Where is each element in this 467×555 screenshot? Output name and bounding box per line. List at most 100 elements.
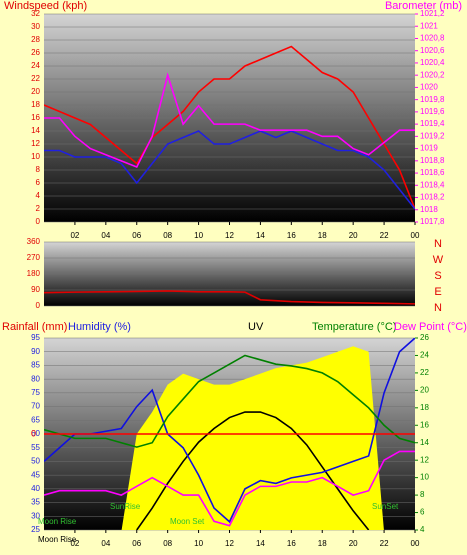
title: Dew Point (°C) (394, 321, 467, 333)
x-tick-label: 10 (194, 231, 203, 240)
area (121, 346, 384, 530)
y-tick-label: 4 (36, 191, 41, 200)
y2-tick-label: 12 (420, 455, 429, 464)
y-tick-label: 45 (31, 470, 40, 479)
y2-tick-label: 1017,8 (420, 217, 445, 226)
x-tick-label: 00 (411, 231, 420, 240)
x-tick-label: 08 (163, 539, 172, 548)
y-tick-label: 360 (27, 237, 41, 246)
line (44, 290, 415, 305)
y2-tick-label: 1020,2 (420, 70, 445, 79)
y-tick-label: 70 (31, 402, 40, 411)
x-tick-label: 00 (411, 539, 420, 548)
compass-label: S (434, 270, 441, 282)
y2-tick-label: 20 (420, 385, 429, 394)
x-tick-label: 18 (318, 539, 327, 548)
annotation: Moon Set (170, 517, 205, 526)
x-tick-label: 02 (70, 539, 79, 548)
x-tick-label: 16 (287, 231, 296, 240)
y-tick-label: 35 (31, 498, 40, 507)
y3-tick-label: 0 (31, 428, 36, 438)
y-tick-label: 0 (36, 217, 41, 226)
y2-tick-label: 1019,2 (420, 131, 445, 140)
line (44, 338, 415, 524)
annotation: SunRise (110, 502, 141, 511)
y-tick-label: 270 (27, 253, 41, 262)
y2-tick-label: 1019,6 (420, 107, 445, 116)
y2-tick-label: 1018,4 (420, 180, 445, 189)
title: Barometer (mb) (385, 0, 462, 12)
x-tick-label: 12 (225, 231, 234, 240)
y-tick-label: 10 (31, 152, 40, 161)
y2-tick-label: 4 (420, 525, 425, 534)
y2-tick-label: 1020,4 (420, 58, 445, 67)
y-tick-label: 26 (31, 48, 40, 57)
y-tick-label: 30 (31, 511, 40, 520)
y2-tick-label: 1021 (420, 21, 438, 30)
x-tick-label: 06 (132, 231, 141, 240)
y2-tick-label: 1020,8 (420, 34, 445, 43)
line (44, 354, 415, 448)
title: Rainfall (mm) (2, 321, 67, 333)
line (44, 45, 415, 210)
annotation: Moon Rise (38, 535, 77, 544)
y-tick-label: 20 (31, 87, 40, 96)
y-tick-label: 95 (31, 333, 40, 342)
x-tick-label: 22 (380, 539, 389, 548)
title: Humidity (%) (68, 321, 131, 333)
y-tick-label: 50 (31, 457, 40, 466)
y-tick-label: 2 (36, 204, 41, 213)
compass-label: W (433, 254, 444, 266)
y-tick-label: 85 (31, 361, 40, 370)
x-tick-label: 14 (256, 231, 265, 240)
x-tick-label: 12 (225, 539, 234, 548)
y2-tick-label: 14 (420, 438, 429, 447)
y2-tick-label: 10 (420, 473, 429, 482)
y-tick-label: 40 (31, 484, 40, 493)
y2-tick-label: 1020,6 (420, 46, 445, 55)
y2-tick-label: 1018 (420, 205, 438, 214)
y-tick-label: 32 (31, 9, 40, 18)
y-tick-label: 22 (31, 74, 40, 83)
y2-tick-label: 1019 (420, 144, 438, 153)
y-tick-label: 0 (36, 301, 41, 310)
y2-tick-label: 1021,2 (420, 9, 445, 18)
y-tick-label: 90 (31, 347, 40, 356)
annotation: SunSet (372, 502, 399, 511)
y-tick-label: 25 (31, 525, 40, 534)
y-tick-label: 8 (36, 165, 41, 174)
y2-tick-label: 26 (420, 333, 429, 342)
y2-tick-label: 1018,2 (420, 193, 445, 202)
y-tick-label: 14 (31, 126, 40, 135)
y-tick-label: 80 (31, 374, 40, 383)
y-tick-label: 18 (31, 100, 40, 109)
y-tick-label: 180 (27, 269, 41, 278)
y-tick-label: 12 (31, 139, 40, 148)
y2-tick-label: 6 (420, 508, 425, 517)
y-tick-label: 30 (31, 22, 40, 31)
compass-label: N (434, 238, 442, 250)
y-tick-label: 65 (31, 415, 40, 424)
compass-label: E (434, 286, 441, 298)
y-tick-label: 16 (31, 113, 40, 122)
y-tick-label: 60 (31, 429, 40, 438)
y-tick-label: 24 (31, 61, 40, 70)
y2-tick-label: 18 (420, 403, 429, 412)
title: UV (248, 321, 264, 333)
title: Windspeed (kph) (4, 0, 87, 12)
y-tick-label: 6 (36, 178, 41, 187)
x-tick-label: 16 (287, 539, 296, 548)
compass-label: N (434, 302, 442, 314)
y2-tick-label: 1018,6 (420, 168, 445, 177)
line (44, 450, 415, 527)
x-tick-label: 14 (256, 539, 265, 548)
plot (44, 338, 415, 530)
line (136, 411, 370, 530)
y2-tick-label: 1019,8 (420, 95, 445, 104)
y2-tick-label: 24 (420, 351, 429, 360)
x-tick-label: 10 (194, 539, 203, 548)
y-tick-label: 75 (31, 388, 40, 397)
y-tick-label: 55 (31, 443, 40, 452)
y-tick-label: 90 (31, 285, 40, 294)
y2-tick-label: 22 (420, 368, 429, 377)
